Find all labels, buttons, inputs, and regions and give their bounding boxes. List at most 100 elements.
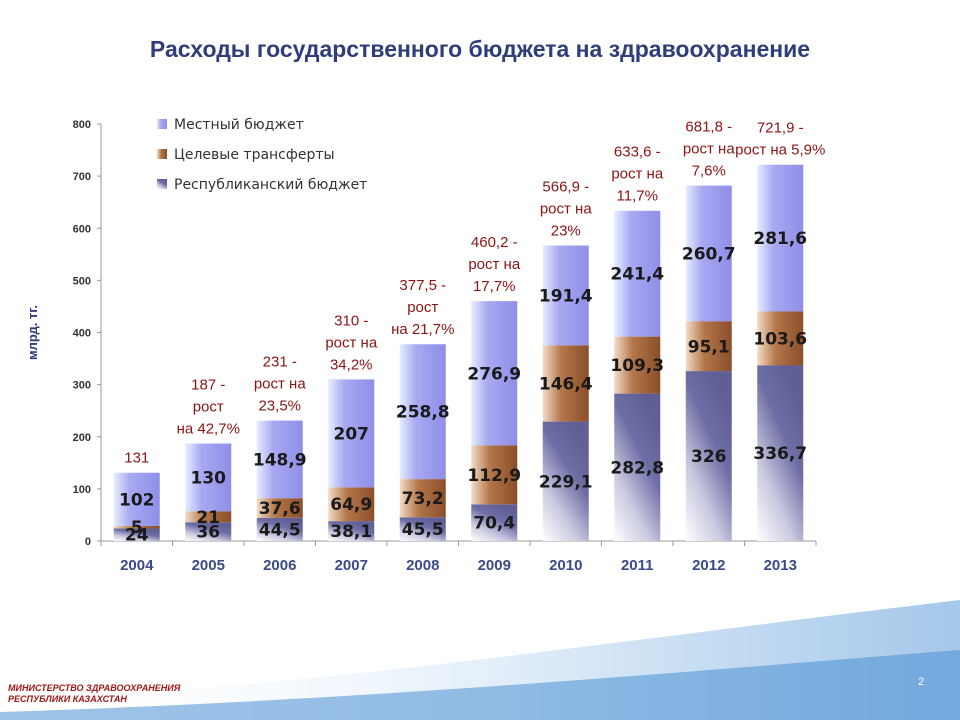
total-annotation: 187 - рост на 42,7% <box>177 377 240 438</box>
annotation-line: 17,7% <box>473 278 516 295</box>
annotation-line: 721,9 - <box>757 120 804 137</box>
total-annotation: 681,8 - рост на 7,6% <box>683 119 736 180</box>
x-tick-label: 2008 <box>406 557 439 574</box>
annotation-line: на 21,7% <box>391 321 454 338</box>
annotation-line: 34,2% <box>330 356 373 373</box>
legend-entry-transfers: Целевые трансферты <box>174 147 335 163</box>
legend-swatch-republican <box>157 179 167 189</box>
footer-line-1: МИНИСТЕРСТВО ЗДРАВООХРАНЕНИЯ <box>8 683 181 693</box>
data-label-republican: 336,7 <box>753 444 807 464</box>
y-tick-label: 100 <box>73 484 91 496</box>
bar-republican <box>757 365 804 541</box>
bar-local <box>685 185 732 322</box>
data-label-transfers: 73,2 <box>402 489 444 509</box>
data-label-transfers: 95,1 <box>688 337 730 357</box>
annotation-line: рост на <box>254 376 307 393</box>
bar-republican <box>328 521 375 541</box>
bar-transfers <box>471 445 518 505</box>
data-label-republican: 44,5 <box>259 520 301 540</box>
bar-transfers <box>113 525 160 529</box>
bar-stack-2009: 70,4 112,9 276,9 <box>467 301 521 541</box>
x-tick-label: 2004 <box>120 557 154 574</box>
bar-local <box>757 164 804 312</box>
y-tick-label: 600 <box>73 223 91 235</box>
data-label-local: 207 <box>334 424 370 444</box>
bar-local <box>542 245 589 346</box>
data-label-republican: 24 <box>125 526 149 546</box>
legend-swatch-local <box>157 119 167 129</box>
total-annotation: 310 - рост на 34,2% <box>325 312 378 373</box>
annotation-line: 11,7% <box>617 188 658 205</box>
legend-entry-local: Местный бюджет <box>174 117 304 133</box>
bar-transfers <box>328 487 375 522</box>
annotation-line: 460,2 - <box>471 234 518 251</box>
page-number: 2 <box>918 676 925 688</box>
data-label-transfers: 109,3 <box>610 356 664 376</box>
annotation-line: 23% <box>551 223 581 240</box>
bar-stack-2011: 282,8 109,3 241,4 <box>610 210 664 541</box>
bar-republican <box>399 517 446 541</box>
data-label-republican: 70,4 <box>473 514 515 534</box>
annotation-line: на 42,7% <box>177 421 240 438</box>
annotation-line: 681,8 - <box>685 119 732 136</box>
data-label-republican: 38,1 <box>330 522 372 542</box>
total-annotation: 131 <box>124 450 149 467</box>
data-label-local: 191,4 <box>539 286 593 306</box>
data-label-local: 281,6 <box>753 229 807 249</box>
bar-stack-2007: 38,1 64,9 207 <box>328 379 375 542</box>
footer-line-2: РЕСПУБЛИКИ КАЗАХСТАН <box>8 694 127 704</box>
total-annotation: 566,9 - рост на 23% <box>540 179 593 240</box>
data-label-local: 241,4 <box>610 265 664 285</box>
bar-local <box>614 210 661 337</box>
x-tick-label: 2012 <box>692 557 725 574</box>
data-label-local: 260,7 <box>682 245 736 265</box>
annotation-line: 131 <box>124 450 149 467</box>
bar-stack-2010: 229,1 146,4 191,4 <box>539 245 593 541</box>
bar-republican <box>685 371 732 541</box>
bar-republican <box>185 522 232 541</box>
total-annotation: 633,6 - рост на 11,7% <box>611 144 664 205</box>
bar-local <box>113 472 160 526</box>
bar-republican <box>542 421 589 541</box>
bar-stack-2008: 45,5 73,2 258,8 <box>396 344 450 541</box>
x-tick-label: 2007 <box>335 557 368 574</box>
slide-title: Расходы государственного бюджета на здра… <box>149 36 811 62</box>
bar-transfers <box>542 345 589 422</box>
legend-swatch-transfers <box>157 149 167 159</box>
data-label-local: 258,8 <box>396 403 450 423</box>
x-tick-label: 2013 <box>764 557 797 574</box>
bar-stack-2006: 44,537,6 148,9 <box>253 420 307 541</box>
bar-transfers <box>399 479 446 518</box>
bar-republican <box>256 517 303 541</box>
annotation-line: рост на <box>611 166 664 183</box>
x-tick-label: 2009 <box>478 557 511 574</box>
background-wave <box>0 600 960 720</box>
bar-transfers <box>757 311 804 366</box>
annotation-line: 633,6 - <box>614 144 661 161</box>
bar-local <box>399 344 446 480</box>
y-tick-label: 700 <box>73 171 91 183</box>
data-label-transfers: 5 <box>131 518 143 538</box>
bar-stack-2012: 326 95,1 260,7 <box>682 185 736 541</box>
data-label-transfers: 64,9 <box>330 495 372 515</box>
data-label-transfers: 37,6 <box>259 499 301 519</box>
y-tick-label: 500 <box>73 275 91 287</box>
chart-axes: 0 100 200 300 400 500 600 700 800 млрд. тг. <box>25 119 817 548</box>
x-tick-label: 2006 <box>263 557 296 574</box>
y-tick-label: 200 <box>73 432 91 444</box>
y-tick-label: 300 <box>73 380 91 392</box>
annotation-line: рост на <box>468 256 521 273</box>
x-tick-label: 2005 <box>192 557 225 574</box>
bar-transfers <box>614 336 661 394</box>
bar-transfers <box>256 498 303 518</box>
annotation-line: рост на <box>325 334 378 351</box>
total-annotation: 460,2 - рост на 17,7% <box>468 234 521 295</box>
bar-stack-2004: 245 102 <box>113 472 160 546</box>
total-annotation: 377,5 - рост на 21,7% <box>391 277 454 338</box>
legend: Местный бюджет Целевые трансферты Республи… <box>157 117 367 193</box>
data-label-republican: 36 <box>196 523 220 543</box>
data-label-local: 102 <box>119 490 155 510</box>
